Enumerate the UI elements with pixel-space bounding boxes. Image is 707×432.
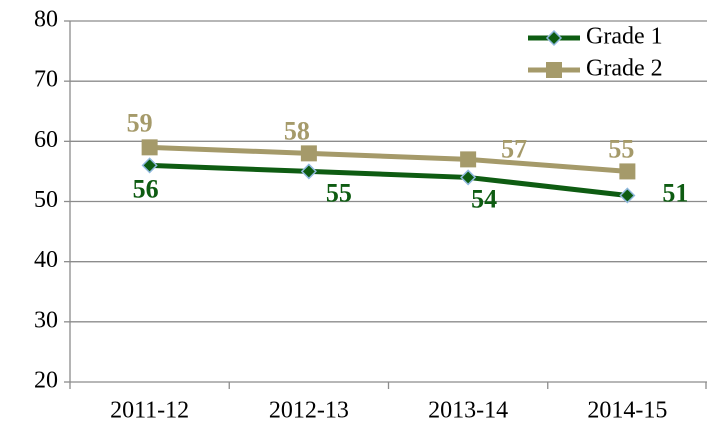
y-tick-label: 30: [34, 307, 58, 333]
legend-label: Grade 1: [586, 24, 663, 50]
legend-marker: [546, 62, 562, 78]
legend-label: Grade 2: [586, 56, 663, 82]
series-line: [149, 162, 628, 198]
point: [619, 163, 636, 180]
point: [300, 145, 317, 162]
y-tick-label: 80: [34, 7, 58, 33]
legend-marker: [545, 29, 563, 47]
x-tick-label: 2014-15: [587, 398, 667, 424]
point: [141, 139, 158, 156]
data-label: 58: [284, 116, 310, 145]
data-label: 59: [127, 108, 153, 137]
data-label: 55: [326, 178, 352, 207]
y-tick-label: 60: [34, 127, 58, 153]
data-label: 57: [501, 134, 527, 163]
x-tick-label: 2012-13: [269, 398, 349, 424]
point: [619, 187, 636, 204]
point: [460, 169, 477, 186]
data-label: 56: [133, 174, 159, 203]
y-tick-label: 50: [34, 187, 58, 213]
y-tick-label: 70: [34, 67, 58, 93]
data-label: 54: [471, 184, 497, 213]
point: [460, 151, 477, 168]
y-tick-label: 40: [34, 247, 58, 273]
data-label: 55: [608, 134, 634, 163]
point: [141, 157, 158, 174]
point: [300, 163, 317, 180]
x-tick-label: 2013-14: [428, 398, 508, 424]
x-tick-label: 2011-12: [110, 398, 189, 424]
series-line: [149, 144, 628, 174]
data-label: 51: [662, 178, 688, 207]
y-tick-label: 20: [34, 368, 58, 394]
